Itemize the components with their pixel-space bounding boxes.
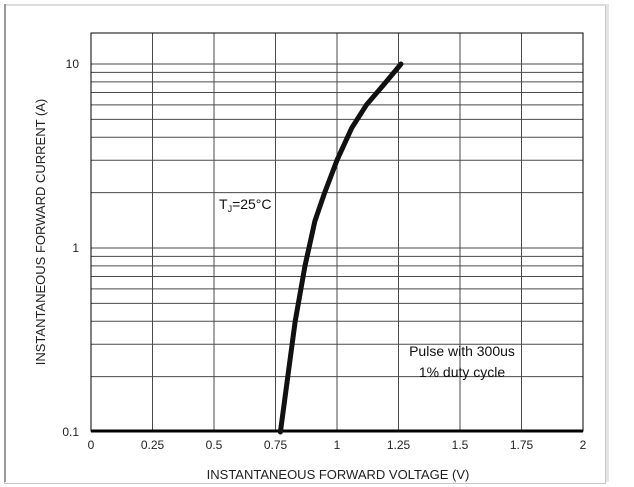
y-tick-label: 0.1	[62, 425, 79, 439]
y-axis-label: INSTANTANEOUS FORWARD CURRENT (A)	[33, 99, 48, 366]
temperature-annotation: TJ=25°C	[219, 196, 272, 214]
x-tick-label: 1.75	[510, 438, 534, 452]
forward-current-curve	[277, 61, 404, 435]
temperature-T: T	[219, 196, 228, 212]
y-tick-label: 1	[72, 241, 79, 255]
x-axis-label: INSTANTANEOUS FORWARD VOLTAGE (V)	[207, 467, 470, 482]
temperature-subscript: J	[228, 204, 233, 214]
x-tick-labels: 0 0.25 0.5 0.75 1 1.25 1.5 1.75 2	[88, 438, 587, 452]
grid-lines	[90, 33, 584, 433]
frame-top-edge	[4, 4, 609, 6]
x-tick-label: 2	[580, 438, 587, 452]
x-tick-label: 1	[334, 438, 341, 452]
pulse-annotation-line1: Pulse with 300us	[409, 343, 515, 359]
frame-left-edge	[4, 4, 6, 482]
pulse-annotation-line2: 1% duty cycle	[419, 364, 506, 380]
y-tick-labels: 10 1 0.1	[62, 57, 79, 439]
temperature-value: =25°C	[232, 196, 271, 212]
x-tick-label: 0.25	[141, 438, 165, 452]
frame-right-edge	[606, 4, 609, 482]
y-tick-label: 10	[66, 57, 80, 71]
x-tick-label: 0.5	[206, 438, 223, 452]
x-tick-label: 0.75	[264, 438, 288, 452]
x-tick-label: 1.5	[452, 438, 469, 452]
chart-frame	[4, 4, 606, 484]
x-tick-label: 0	[88, 438, 95, 452]
x-tick-label: 1.25	[387, 438, 411, 452]
